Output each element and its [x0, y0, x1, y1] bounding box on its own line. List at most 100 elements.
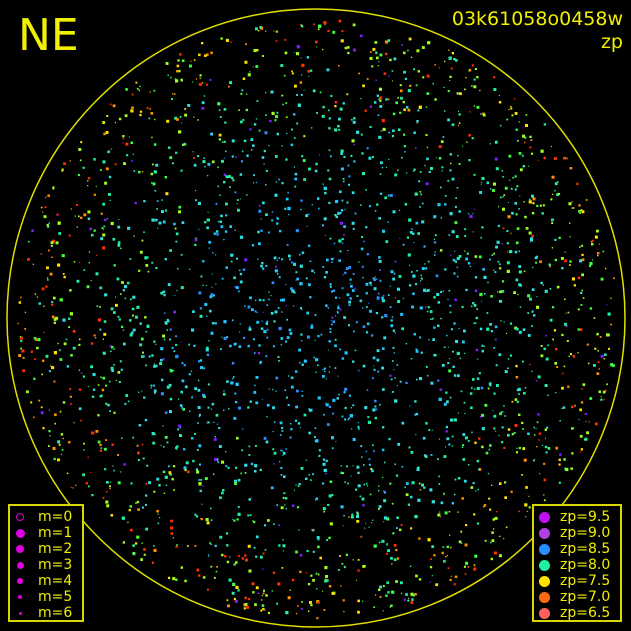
star — [325, 459, 328, 462]
star — [494, 551, 497, 555]
star — [337, 306, 340, 310]
star — [243, 139, 247, 143]
star — [258, 242, 261, 246]
star — [332, 398, 336, 402]
star — [296, 94, 298, 96]
star — [467, 464, 470, 466]
star — [259, 362, 262, 365]
star — [453, 322, 456, 325]
star — [162, 290, 166, 294]
star — [391, 80, 393, 82]
star — [160, 291, 164, 295]
star — [387, 549, 390, 552]
star — [369, 126, 372, 128]
star — [444, 195, 447, 197]
star — [40, 253, 43, 255]
star — [199, 359, 203, 362]
star — [310, 603, 313, 607]
star — [314, 169, 318, 173]
star — [384, 196, 387, 200]
star — [246, 154, 249, 157]
star — [381, 366, 385, 370]
star — [199, 307, 203, 310]
star — [206, 226, 209, 230]
star — [62, 401, 66, 404]
star — [415, 283, 418, 286]
star — [418, 180, 421, 183]
star — [273, 463, 275, 465]
star — [41, 287, 45, 291]
star — [368, 458, 371, 461]
star — [275, 265, 277, 268]
star — [329, 480, 333, 483]
star — [205, 348, 209, 352]
star — [602, 250, 605, 253]
star — [554, 362, 557, 365]
star — [214, 544, 217, 547]
star — [116, 277, 120, 281]
star — [299, 264, 303, 268]
magnitude-label: m=1 — [38, 525, 73, 541]
star — [364, 527, 366, 529]
star — [110, 514, 114, 517]
star — [95, 337, 97, 339]
star — [207, 383, 210, 386]
star — [255, 27, 258, 31]
star — [334, 128, 338, 132]
star — [347, 418, 349, 421]
star — [238, 555, 240, 557]
star — [335, 296, 337, 299]
star — [290, 428, 293, 431]
star — [436, 157, 438, 159]
star — [372, 47, 376, 51]
star — [368, 205, 371, 208]
star — [445, 430, 448, 433]
star — [397, 97, 399, 99]
star — [230, 260, 233, 263]
star — [481, 181, 483, 183]
star — [321, 114, 325, 118]
star — [132, 328, 136, 332]
star — [470, 305, 473, 308]
star — [352, 120, 356, 124]
star — [403, 133, 406, 136]
star — [415, 348, 418, 351]
star — [278, 524, 280, 527]
star — [195, 237, 197, 239]
star — [502, 196, 504, 198]
star — [515, 241, 519, 245]
star — [452, 350, 454, 353]
star — [499, 267, 502, 270]
star — [210, 408, 213, 410]
star — [153, 545, 155, 547]
star — [262, 607, 265, 611]
star — [564, 298, 566, 301]
star — [374, 399, 377, 403]
star — [572, 355, 574, 357]
star — [378, 61, 380, 63]
star — [332, 30, 336, 34]
star — [399, 111, 402, 114]
star — [322, 105, 325, 109]
star — [395, 101, 398, 105]
star — [109, 103, 112, 106]
star — [143, 548, 146, 551]
star — [453, 58, 456, 61]
star — [413, 168, 416, 171]
star — [270, 90, 274, 94]
star — [300, 467, 304, 470]
star — [606, 333, 610, 337]
star — [352, 465, 354, 467]
star — [463, 352, 466, 355]
star — [514, 398, 518, 401]
star — [501, 290, 505, 293]
star — [388, 75, 390, 77]
star — [281, 182, 284, 185]
star — [299, 307, 302, 310]
star — [173, 93, 176, 95]
star — [326, 579, 329, 582]
star — [265, 114, 267, 116]
star — [121, 437, 123, 439]
star — [282, 103, 284, 106]
star — [344, 406, 347, 410]
